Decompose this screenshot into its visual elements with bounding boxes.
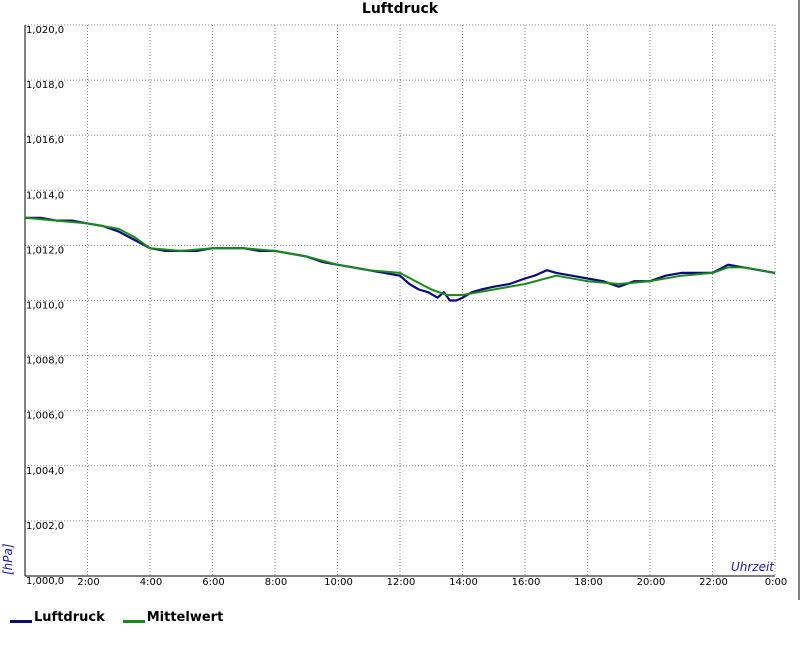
x-tick-label: 2:00 [77, 577, 99, 588]
x-tick-label: 22:00 [699, 577, 728, 588]
y-tick-label: 1,008,0 [26, 356, 64, 367]
y-tick-label: 1,006,0 [26, 411, 64, 422]
y-tick-label: 1,000,0 [26, 576, 64, 587]
legend-item-luftdruck: Luftdruck [10, 610, 105, 625]
legend: Luftdruck Mittelwert [10, 608, 241, 626]
x-tick-label: 6:00 [202, 577, 224, 588]
x-tick-label: 0:00 [765, 577, 787, 588]
x-tick-label: 8:00 [265, 577, 287, 588]
chart-title: Luftdruck [362, 1, 439, 17]
y-tick-label: 1,020,0 [26, 25, 64, 36]
grid [25, 24, 775, 576]
axes [24, 0, 800, 600]
x-tick-label: 20:00 [637, 577, 666, 588]
y-tick-label: 1,002,0 [26, 521, 64, 532]
x-tick-label: 10:00 [324, 577, 353, 588]
legend-swatch-mittelwert [122, 619, 145, 623]
legend-label-luftdruck: Luftdruck [34, 609, 105, 625]
x-tick-label: 4:00 [140, 577, 162, 588]
series-lines [24, 216, 776, 302]
legend-label-mittelwert: Mittelwert [146, 609, 224, 625]
y-tick-label: 1,014,0 [26, 190, 64, 201]
legend-swatch-luftdruck [10, 619, 32, 623]
y-tick-label: 1,012,0 [26, 245, 64, 256]
legend-item-mittelwert: Mittelwert [122, 609, 224, 625]
tick-labels: 1,000,0 1,002,0 1,004,0 1,006,0 1,008,0 1,010… [26, 25, 787, 588]
x-tick-label: 12:00 [387, 577, 416, 588]
y-tick-label: 1,004,0 [26, 466, 64, 477]
y-tick-label: 1,018,0 [26, 80, 64, 91]
series-line-mittelwert [24, 216, 776, 296]
x-axis-label: Uhrzeit [731, 560, 775, 574]
x-tick-label: 14:00 [449, 577, 478, 588]
y-tick-label: 1,016,0 [26, 135, 64, 146]
x-tick-label: 18:00 [574, 577, 603, 588]
x-tick-label: 16:00 [512, 577, 541, 588]
y-tick-label: 1,010,0 [26, 301, 64, 312]
y-axis-label: [hPa] [1, 543, 15, 575]
series-line-luftdruck [25, 216, 776, 302]
